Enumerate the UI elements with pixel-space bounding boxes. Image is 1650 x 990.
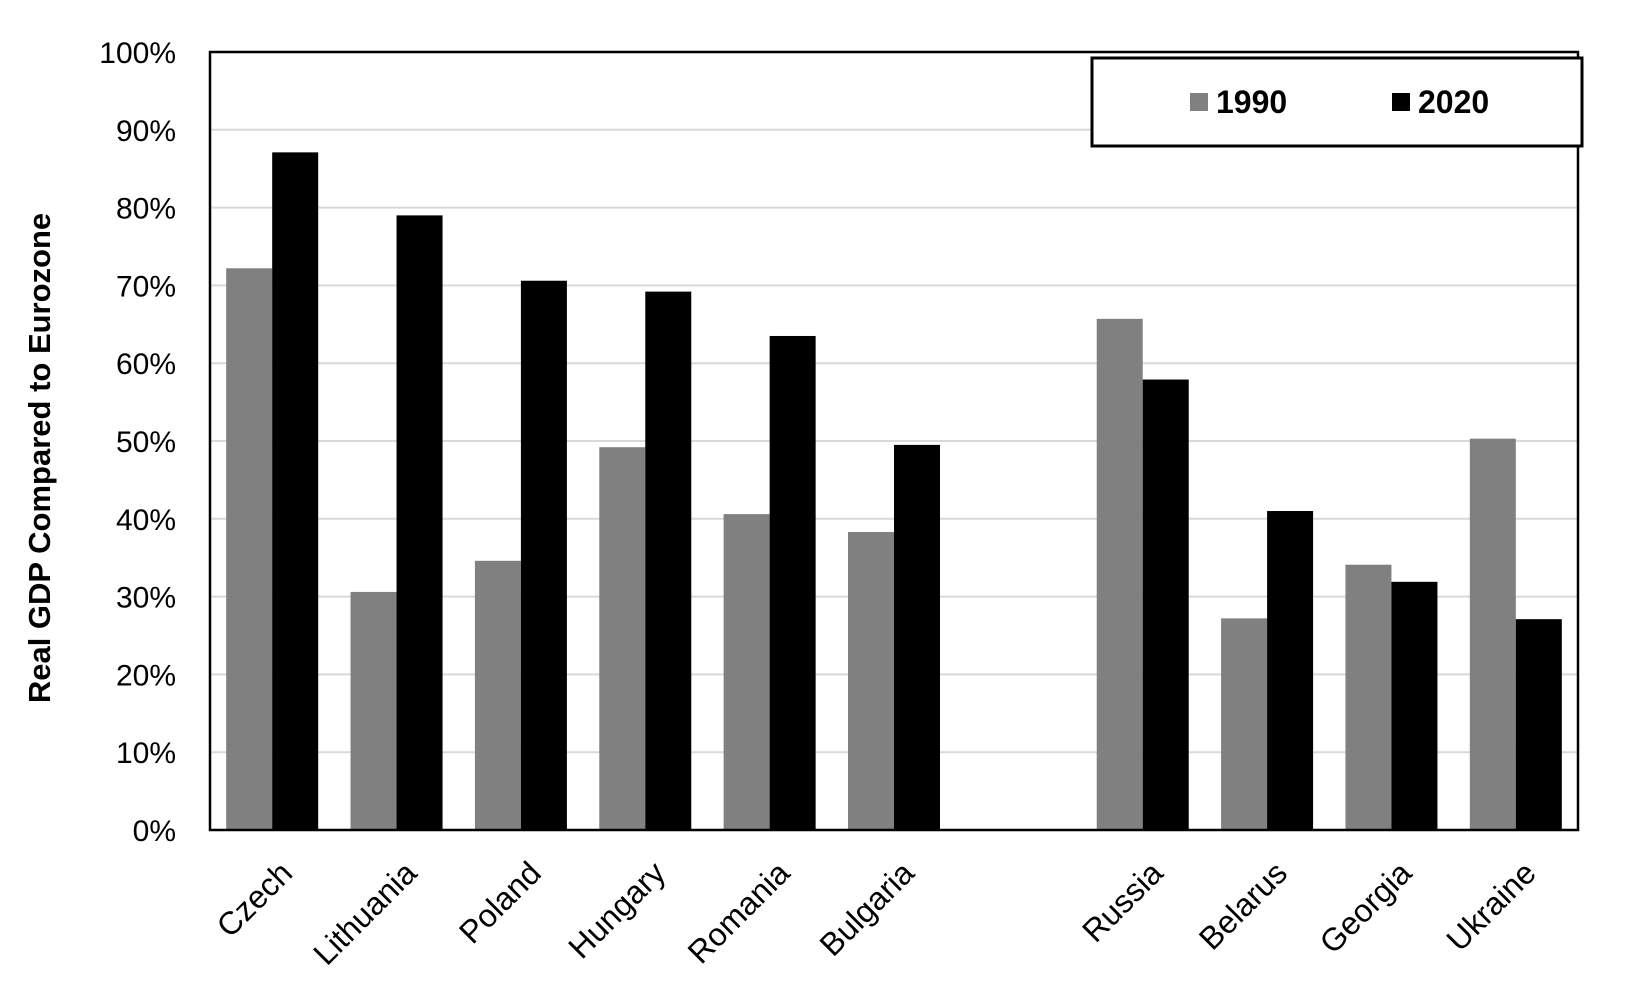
y-tick-label: 20% bbox=[116, 659, 176, 692]
x-tick-label: Bulgaria bbox=[812, 854, 921, 963]
y-tick-label: 30% bbox=[116, 582, 176, 615]
x-axis-labels: Czech Lithuania Poland Hungary Romania Bulgar… bbox=[210, 854, 1543, 971]
y-tick-label: 40% bbox=[116, 504, 176, 537]
bars bbox=[226, 152, 1562, 830]
bar-2020-belarus bbox=[1267, 511, 1314, 830]
x-tick-label: Georgia bbox=[1312, 854, 1418, 960]
legend-swatch-2020 bbox=[1392, 93, 1410, 111]
y-tick-label: 10% bbox=[116, 737, 176, 770]
x-tick-label: Hungary bbox=[561, 854, 672, 965]
y-tick-label: 0% bbox=[133, 815, 176, 848]
x-tick-label: Belarus bbox=[1192, 854, 1294, 956]
bar-2020-russia bbox=[1142, 379, 1189, 830]
plot-frame bbox=[208, 50, 1580, 832]
legend-label-1990: 1990 bbox=[1216, 84, 1287, 120]
bar-1990-russia bbox=[1096, 318, 1143, 830]
legend-swatch-1990 bbox=[1190, 93, 1208, 111]
y-tick-label: 100% bbox=[99, 37, 176, 70]
bar-1990-bulgaria bbox=[848, 532, 894, 830]
bar-2020-bulgaria bbox=[894, 444, 940, 830]
bar-1990-czech bbox=[226, 268, 273, 830]
bar-2020-ukraine bbox=[1515, 619, 1562, 830]
bar-2020-lithuania bbox=[396, 215, 443, 830]
y-tick-label: 80% bbox=[116, 193, 176, 226]
bar-2020-poland bbox=[520, 280, 567, 830]
legend-label-2020: 2020 bbox=[1418, 84, 1489, 120]
bar-2020-romania bbox=[769, 335, 816, 830]
x-tick-label: Czech bbox=[210, 854, 300, 944]
y-tick-label: 60% bbox=[116, 348, 176, 381]
bar-1990-poland bbox=[474, 560, 521, 830]
bar-1990-georgia bbox=[1345, 564, 1392, 830]
y-tick-label: 50% bbox=[116, 426, 176, 459]
bar-2020-georgia bbox=[1391, 581, 1438, 830]
bar-1990-belarus bbox=[1221, 618, 1268, 830]
y-axis-ticks: 0% 10% 20% 30% 40% 50% 60% 70% 80% 90% 100% bbox=[99, 37, 176, 848]
x-tick-label: Romania bbox=[681, 854, 797, 970]
y-tick-label: 70% bbox=[116, 270, 176, 303]
bar-1990-lithuania bbox=[350, 591, 397, 830]
x-tick-label: Lithuania bbox=[306, 854, 423, 971]
bar-1990-hungary bbox=[599, 447, 646, 830]
legend-box bbox=[1090, 56, 1584, 148]
x-tick-label: Russia bbox=[1075, 854, 1170, 949]
legend: 1990 2020 bbox=[1090, 56, 1584, 148]
bar-1990-ukraine bbox=[1469, 438, 1516, 830]
x-tick-label: Poland bbox=[452, 854, 548, 950]
bar-2020-czech bbox=[272, 152, 319, 830]
bar-1990-romania bbox=[723, 514, 770, 830]
y-tick-label: 90% bbox=[116, 115, 176, 148]
x-tick-label: Ukraine bbox=[1439, 854, 1542, 957]
bar-2020-hungary bbox=[645, 291, 692, 830]
y-axis-label: Real GDP Compared to Eurozone bbox=[22, 213, 57, 703]
